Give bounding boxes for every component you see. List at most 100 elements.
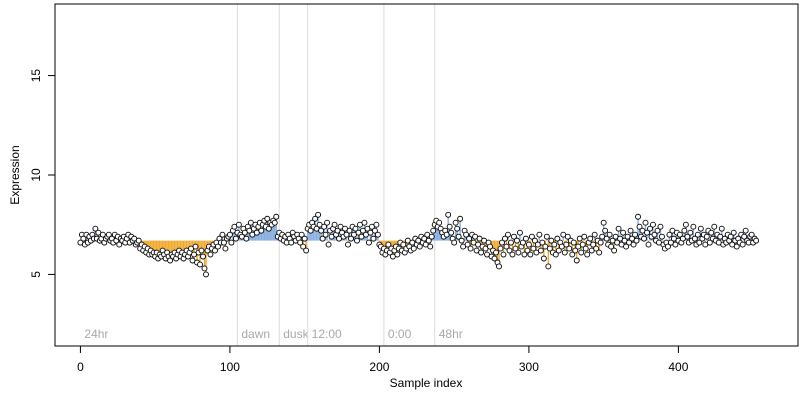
data-point [687, 229, 694, 236]
data-point [600, 219, 607, 226]
data-point [650, 221, 656, 228]
data-point [620, 229, 627, 236]
marker-label: 12:00 [312, 327, 342, 341]
data-point [135, 237, 142, 244]
data-point [300, 243, 307, 250]
data-point [635, 213, 641, 220]
data-point [642, 219, 649, 226]
data-point [521, 251, 528, 258]
data-point [730, 229, 737, 236]
data-point [573, 257, 580, 264]
data-point [455, 233, 462, 240]
x-tick-label: 400 [668, 360, 688, 374]
data-points [77, 211, 760, 278]
data-point [516, 229, 523, 236]
data-point [644, 229, 650, 236]
data-point [315, 211, 322, 218]
marker-label: dawn [241, 327, 270, 341]
data-point [445, 211, 452, 218]
data-point [519, 239, 526, 246]
data-point [348, 235, 354, 242]
data-point [354, 237, 360, 244]
data-point [657, 223, 664, 230]
data-point [458, 237, 465, 244]
data-point [545, 263, 552, 270]
y-tick-label: 5 [29, 271, 43, 278]
data-point [748, 231, 755, 238]
data-point [487, 243, 493, 250]
data-point [80, 235, 87, 242]
data-point [561, 249, 568, 256]
data-point [627, 227, 634, 234]
data-point [566, 245, 573, 252]
x-axis: 0 100 200 300 400 [77, 345, 689, 374]
x-tick-label: 100 [220, 360, 240, 374]
data-point [508, 239, 514, 246]
data-point [555, 247, 562, 254]
data-point [511, 233, 517, 240]
data-point [706, 239, 713, 246]
data-point [467, 245, 474, 252]
data-point [394, 251, 401, 258]
data-point [400, 241, 407, 248]
data-point [222, 245, 229, 252]
data-point [597, 239, 604, 246]
data-point [464, 241, 471, 248]
data-point [603, 235, 610, 242]
data-point [448, 229, 455, 236]
data-point [506, 247, 513, 254]
data-point [321, 223, 328, 230]
data-point [524, 247, 531, 254]
data-point [345, 241, 351, 248]
data-point [258, 227, 265, 234]
data-point [365, 239, 372, 246]
data-point [352, 225, 359, 232]
data-point [697, 225, 704, 232]
data-point [554, 235, 561, 242]
data-point [579, 241, 586, 248]
data-point [611, 247, 618, 254]
data-point [664, 243, 671, 250]
data-point [500, 251, 507, 258]
data-point [219, 231, 226, 238]
data-point [528, 233, 535, 240]
data-point [226, 231, 233, 238]
data-point [203, 271, 209, 278]
y-tick-label: 15 [29, 69, 43, 83]
data-point [739, 241, 746, 248]
y-axis: 5 10 15 [29, 69, 56, 278]
data-point [548, 237, 555, 244]
data-point [505, 231, 511, 238]
data-point [513, 237, 520, 244]
data-point [318, 227, 325, 234]
data-point [570, 239, 577, 246]
data-point [527, 251, 534, 258]
data-point [200, 253, 206, 260]
data-point [478, 249, 485, 256]
data-point [654, 227, 661, 234]
data-point [298, 231, 305, 238]
x-tick-label: 300 [519, 360, 539, 374]
data-point [727, 233, 734, 240]
data-point [572, 247, 579, 254]
data-point [742, 227, 749, 234]
data-point [167, 257, 174, 264]
data-point [630, 241, 637, 248]
data-point [331, 221, 338, 228]
data-point [446, 223, 453, 230]
data-point [602, 227, 609, 234]
data-point [499, 239, 505, 246]
data-point [546, 245, 553, 252]
data-point [496, 263, 502, 270]
data-point [312, 215, 319, 222]
data-point [672, 241, 679, 248]
data-point [696, 239, 703, 246]
data-point [515, 249, 522, 256]
data-point [552, 251, 559, 258]
x-tick-label: 200 [369, 360, 389, 374]
data-point [116, 241, 123, 248]
data-point [436, 219, 443, 226]
data-point [703, 233, 710, 240]
y-axis-title: Expression [8, 145, 22, 204]
